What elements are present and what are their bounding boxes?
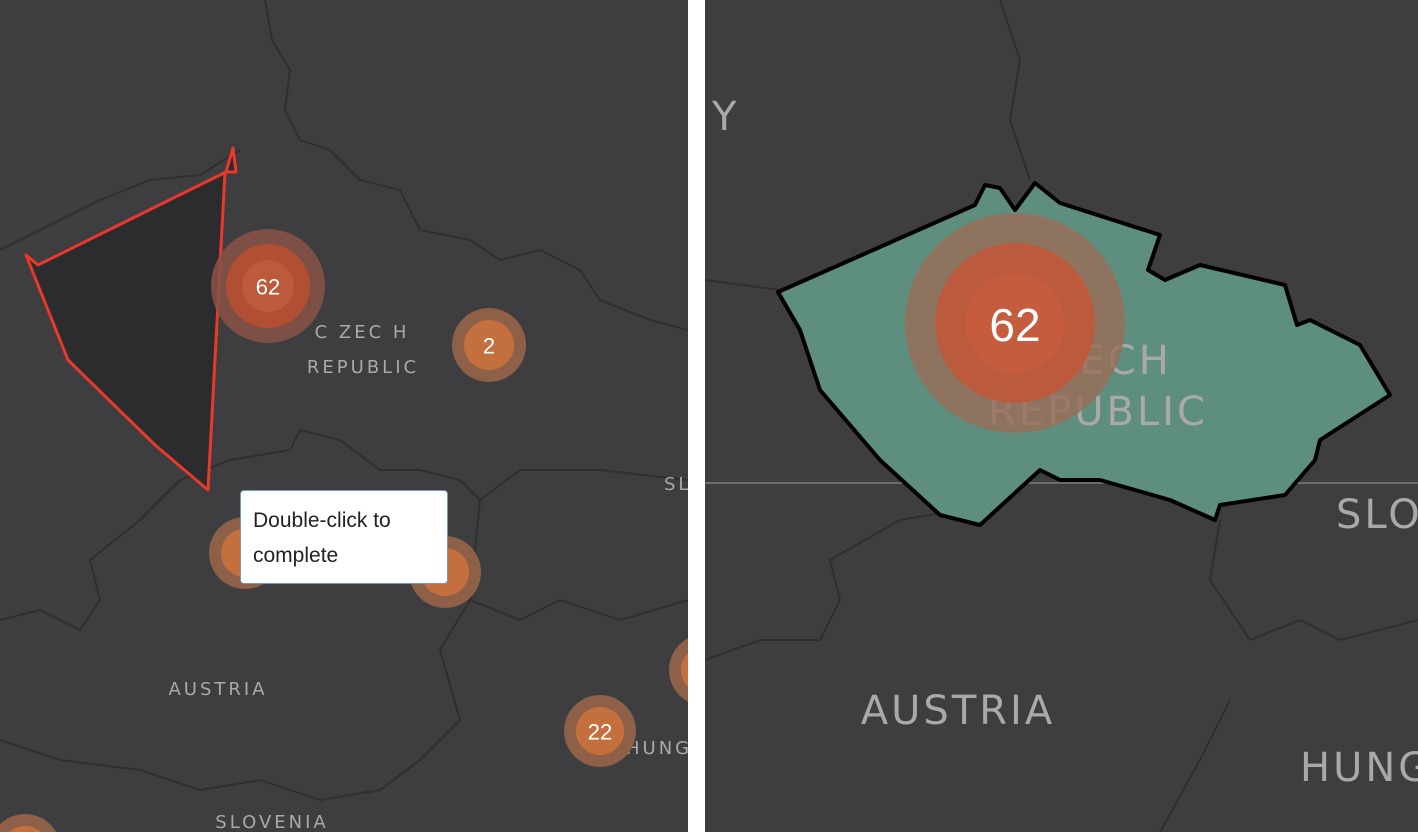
- country-label: HUNG: [626, 738, 692, 759]
- map-background: [0, 0, 688, 832]
- cluster-count: 2: [483, 334, 495, 359]
- country-label: SLOVENIA: [215, 812, 328, 832]
- country-border: [705, 279, 781, 291]
- country-border: [179, 428, 688, 502]
- country-label: AUSTRIA: [168, 679, 267, 700]
- country-label: HUNG: [1300, 745, 1418, 791]
- cluster-count: 62: [989, 299, 1040, 351]
- country-label: REPUBLIC: [307, 357, 419, 378]
- country-border: [264, 0, 688, 331]
- cluster-marker[interactable]: 62: [905, 213, 1125, 433]
- cluster-count: 22: [588, 720, 612, 745]
- left-map[interactable]: C ZEC H REPUBLIC AUSTRIA SLOVENIA SL HUN…: [0, 0, 741, 832]
- country-border: [1159, 699, 1231, 832]
- cluster-marker[interactable]: [0, 814, 61, 832]
- drawn-polygon[interactable]: [24, 146, 238, 492]
- country-label: Y: [711, 94, 739, 140]
- country-border: [999, 0, 1031, 181]
- country-border: [469, 598, 688, 622]
- country-label: AUSTRIA: [861, 688, 1055, 734]
- country-label: C ZEC H: [315, 322, 410, 343]
- cluster-count: 62: [256, 275, 280, 300]
- country-border: [0, 479, 181, 632]
- country-border: [0, 149, 241, 251]
- country-border: [705, 509, 961, 661]
- country-label: SLO: [1336, 492, 1418, 538]
- cluster-marker[interactable]: 2: [452, 308, 526, 382]
- cluster-marker[interactable]: 62: [211, 229, 325, 343]
- tooltip: Double-click to complete: [240, 490, 448, 584]
- country-label: SL: [664, 474, 691, 495]
- country-border: [1208, 519, 1418, 642]
- country-border: [0, 499, 481, 802]
- cluster-marker[interactable]: [669, 634, 741, 706]
- cluster-marker[interactable]: 22: [564, 695, 636, 767]
